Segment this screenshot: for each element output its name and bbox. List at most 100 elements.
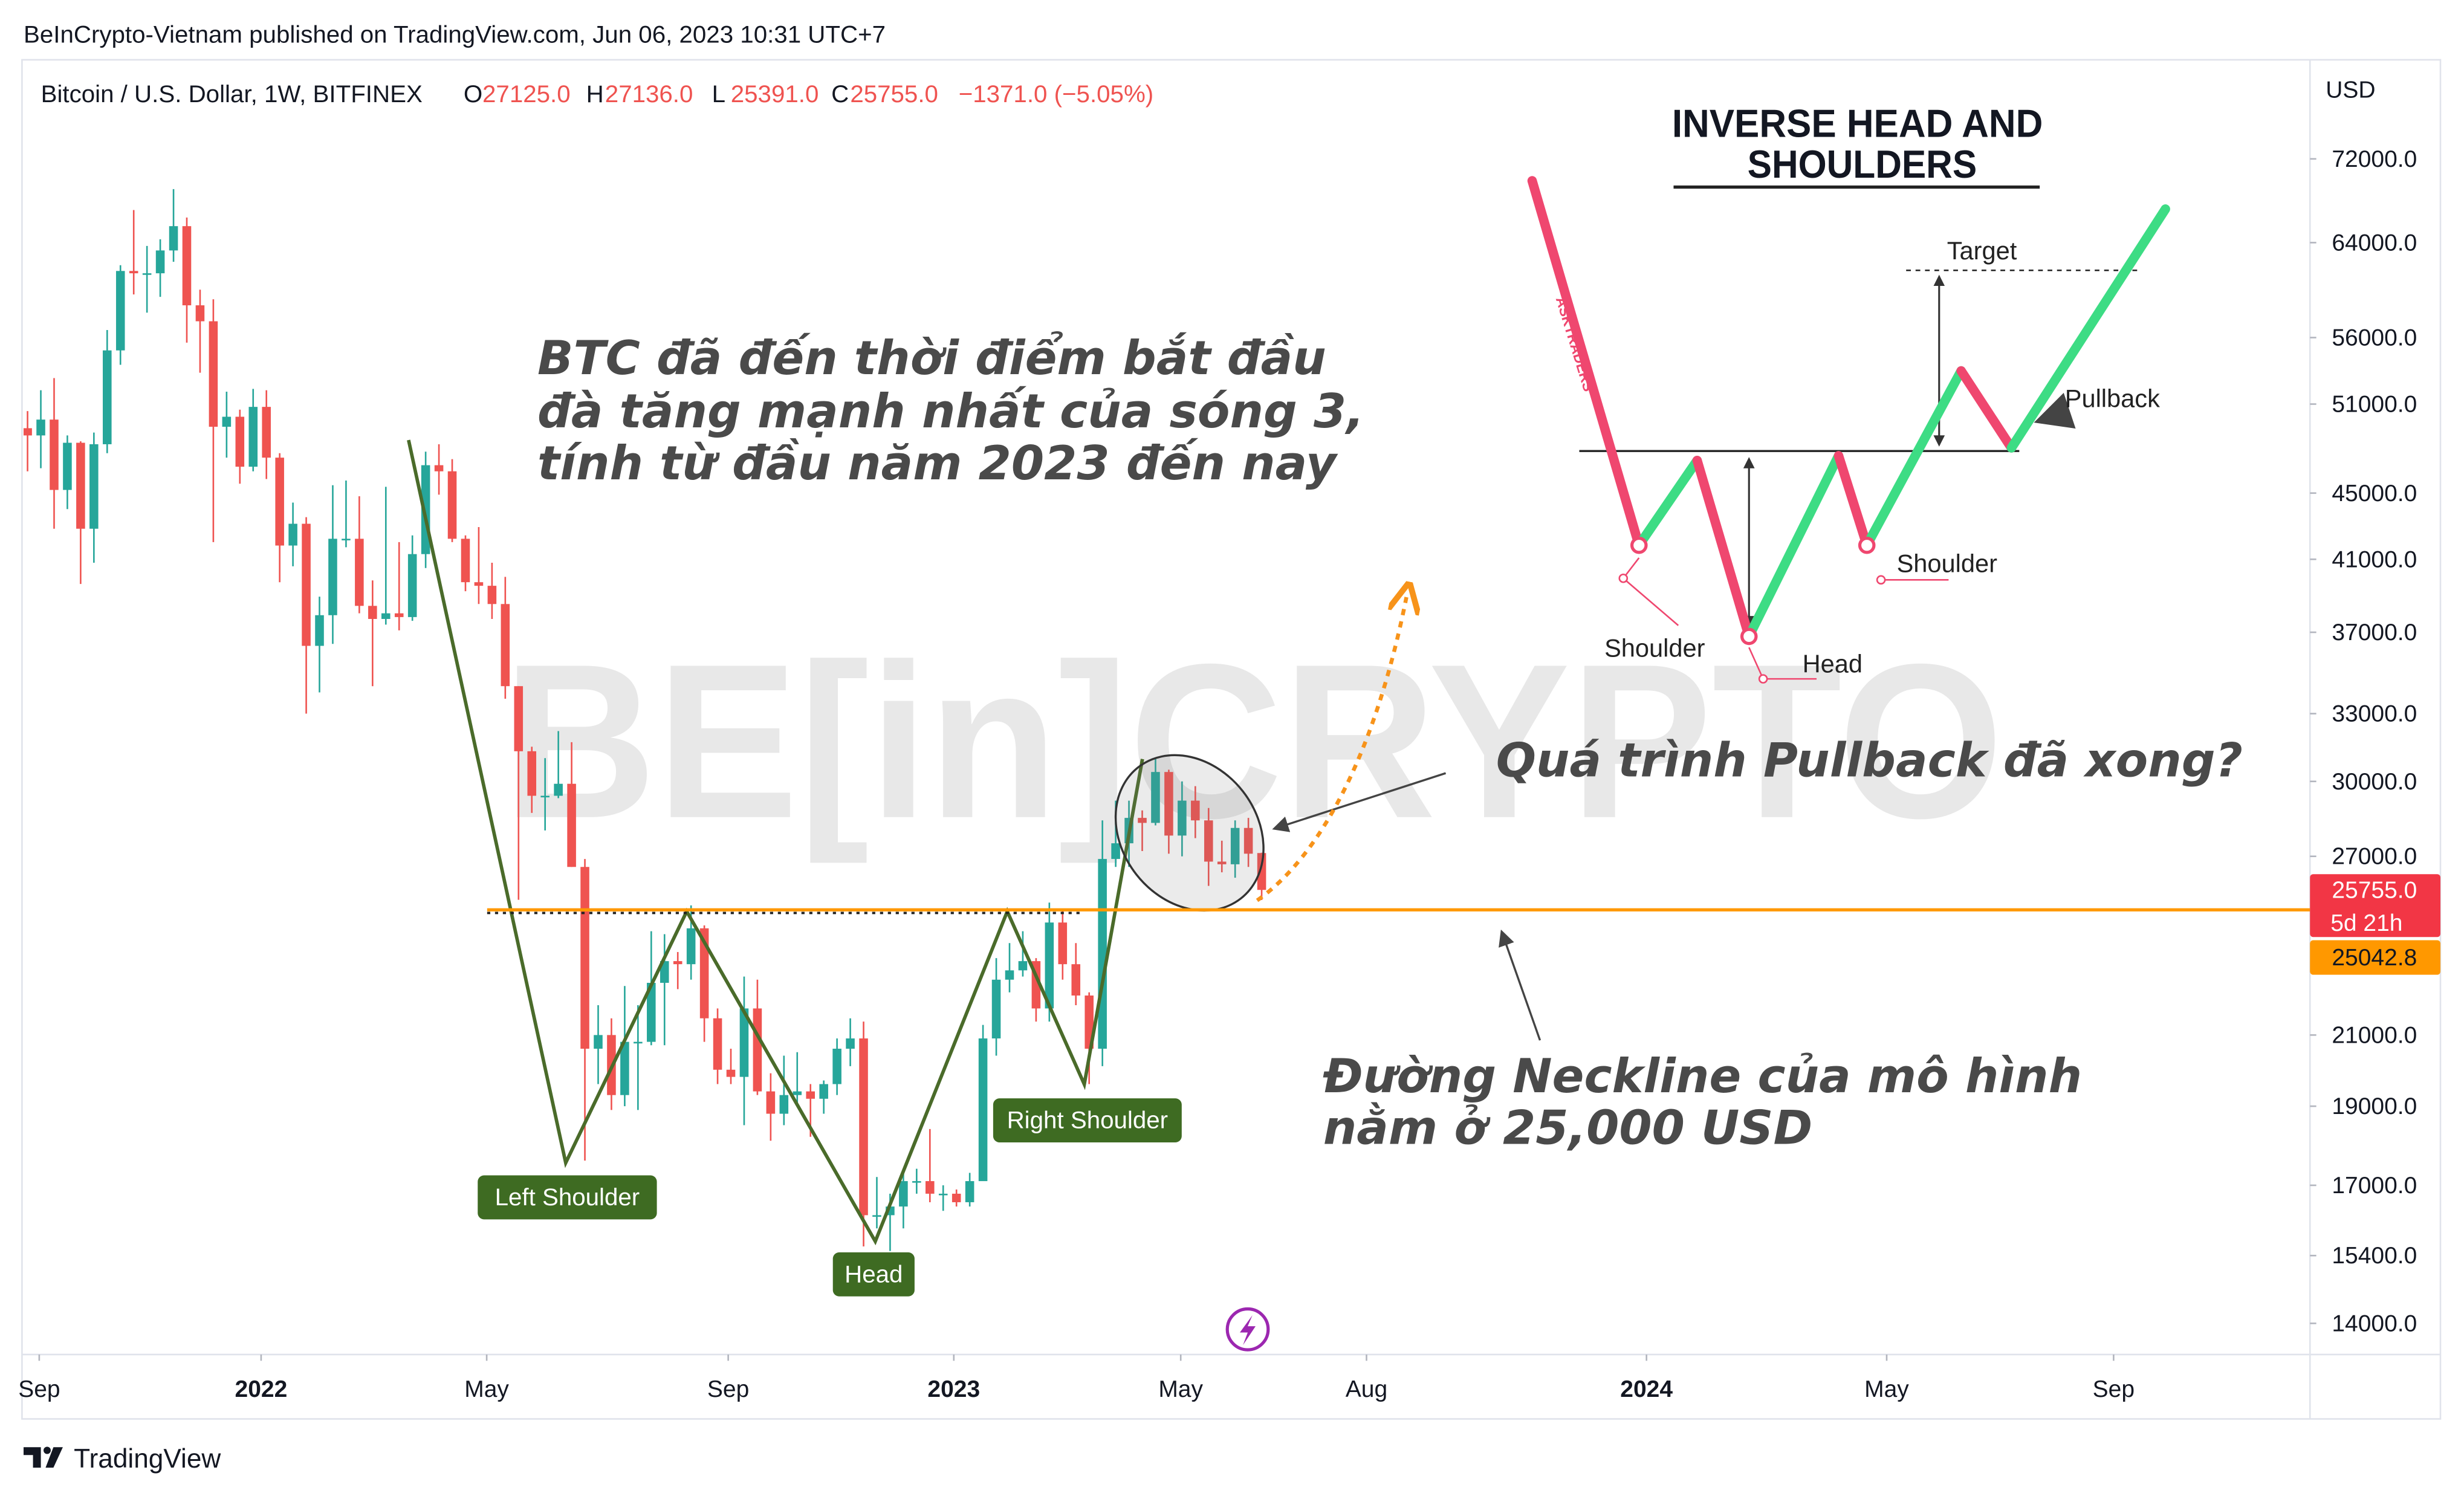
candle-body <box>315 615 324 646</box>
footer-logo <box>23 1446 63 1468</box>
candle-body <box>169 226 178 251</box>
candle-body <box>155 250 165 274</box>
candle-body <box>461 539 470 583</box>
candle-body <box>447 471 457 539</box>
candle-body <box>634 1041 643 1044</box>
y-tick-label: 19000.0 <box>2332 1093 2417 1119</box>
y-tick-label: 17000.0 <box>2332 1173 2417 1199</box>
header: BeInCrypto-Vietnam published on TradingV… <box>24 21 886 48</box>
pattern-path <box>1527 176 2170 641</box>
leader-dot <box>1758 674 1768 684</box>
change: −1371.0 (−5.05%) <box>959 80 1154 108</box>
candle-body <box>580 867 589 1049</box>
candle-body <box>872 1215 881 1217</box>
candle-body <box>142 273 152 275</box>
candle-body <box>713 1018 722 1070</box>
candle-body <box>1111 843 1120 860</box>
pivot <box>1740 627 1758 646</box>
pullback-arrow <box>2034 392 2076 429</box>
candle-body <box>567 783 576 867</box>
candle-body <box>355 539 364 606</box>
candle-body <box>23 428 32 436</box>
ohlc-key: H <box>586 80 604 108</box>
inset-label: Pullback <box>2065 384 2160 412</box>
pivot <box>1630 536 1648 554</box>
neckline-price-box <box>2310 940 2441 975</box>
neckline-price-label: 25042.8 <box>2332 945 2417 971</box>
candle-body <box>103 350 112 444</box>
candle-body <box>1045 922 1054 1009</box>
candle-body <box>1138 818 1147 823</box>
candle-body <box>660 961 669 983</box>
inset-label: Shoulder <box>1897 549 1998 577</box>
candle-body <box>248 407 258 467</box>
candle-body <box>195 305 205 322</box>
candle-body <box>1164 772 1173 836</box>
candle-body <box>1005 970 1014 980</box>
annotation: tính từ đầu năm 2023 đến nay <box>537 436 1338 491</box>
candle-body <box>952 1193 961 1202</box>
y-tick-label: 14000.0 <box>2332 1310 2417 1336</box>
candle-body <box>288 523 297 546</box>
candle-body <box>753 1008 762 1092</box>
last-price-label: 25755.0 <box>2332 877 2417 903</box>
ohlc-key: L <box>712 80 725 108</box>
candle-body <box>222 416 232 427</box>
candle-body <box>407 554 417 617</box>
inset-label: Shoulder <box>1604 634 1705 662</box>
y-tick-label: 51000.0 <box>2332 392 2417 418</box>
leader-dot <box>1618 573 1629 583</box>
candle-body <box>76 442 85 529</box>
candle-body <box>302 523 311 646</box>
x-tick-label: May <box>1158 1376 1203 1402</box>
candle-body <box>739 1008 749 1077</box>
y-tick-label: 41000.0 <box>2332 546 2417 572</box>
x-tick-label: Sep <box>18 1376 60 1402</box>
candle-body <box>514 686 524 751</box>
candle-body <box>209 321 218 427</box>
pivot <box>1858 536 1876 554</box>
x-tick-label: Sep <box>707 1376 749 1402</box>
candle-body <box>115 271 125 351</box>
annotation: nằm ở 25,000 USD <box>1323 1101 1812 1156</box>
down-leg <box>1527 176 1644 550</box>
arrow <box>1272 772 1447 832</box>
candle-body <box>726 1069 736 1077</box>
candle-body <box>129 271 138 274</box>
candle-body <box>806 1091 815 1099</box>
ohlc-value: 25391.0 <box>731 80 819 108</box>
ohlc-value: 27125.0 <box>482 80 571 108</box>
candle-body <box>342 539 351 540</box>
y-tick-label: 30000.0 <box>2332 769 2417 795</box>
down-leg <box>1956 366 2017 453</box>
arrow <box>1499 929 1542 1041</box>
logo-dot <box>44 1446 51 1454</box>
candle-body <box>991 979 1001 1038</box>
candle-body <box>766 1091 776 1114</box>
leader-dot <box>1876 575 1886 585</box>
plot <box>23 189 1266 1251</box>
highlight-ellipse <box>1114 754 1265 912</box>
candle-body <box>1204 820 1213 862</box>
candle-body <box>594 1035 603 1049</box>
candle-body <box>381 613 391 620</box>
up-leg <box>1634 455 1702 550</box>
pattern-label: Left Shoulder Head Right Shoulder <box>478 1098 1182 1297</box>
logo-mark <box>23 1447 63 1468</box>
inset-label: Target <box>1947 236 2017 265</box>
candle-body <box>1217 861 1227 864</box>
x-tick-label: Aug <box>1346 1376 1387 1402</box>
y-tick-label: 56000.0 <box>2332 325 2417 351</box>
candle-body <box>926 1181 935 1194</box>
candle-body <box>527 751 537 796</box>
down-leg <box>1692 455 1754 641</box>
candle-body <box>819 1084 828 1099</box>
candle-body <box>434 465 444 471</box>
label-text: Right Shoulder <box>1007 1107 1168 1134</box>
candle-body <box>36 419 45 436</box>
alert-icon[interactable] <box>1225 1307 1270 1352</box>
y-tick-label: 33000.0 <box>2332 701 2417 727</box>
candle-body <box>1257 853 1266 890</box>
x-tick-label: May <box>464 1376 509 1402</box>
annotation: BTC đã đến thời điểm bắt đầu <box>537 331 1326 386</box>
